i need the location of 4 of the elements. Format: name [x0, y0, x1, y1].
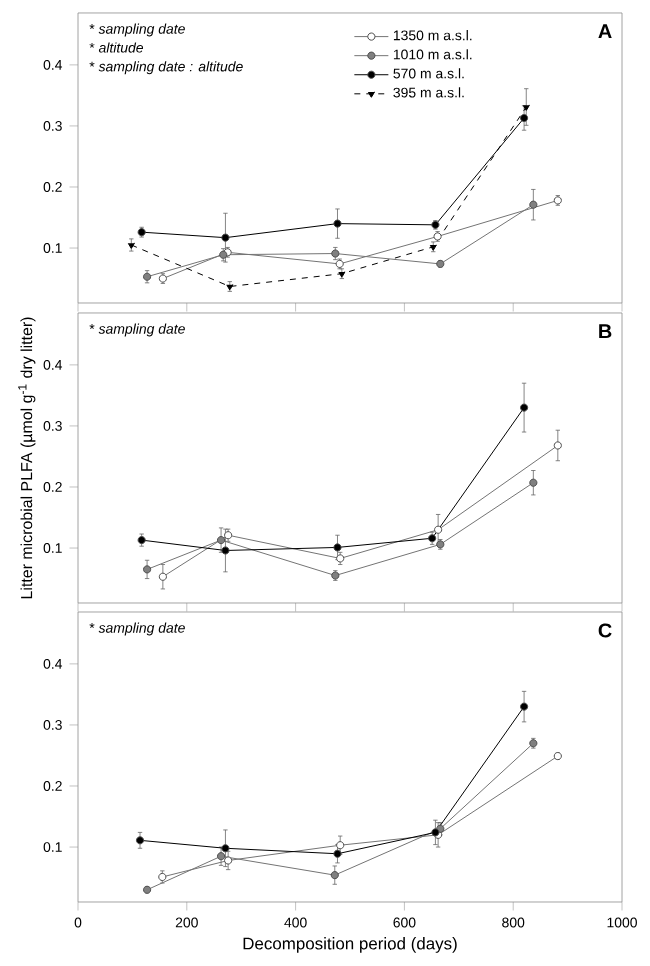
chart-title: A — [598, 24, 612, 39]
x-axis-title: Decomposition period (days) — [243, 937, 457, 953]
chart-title: C — [598, 623, 612, 638]
chart-title: B — [599, 324, 612, 339]
